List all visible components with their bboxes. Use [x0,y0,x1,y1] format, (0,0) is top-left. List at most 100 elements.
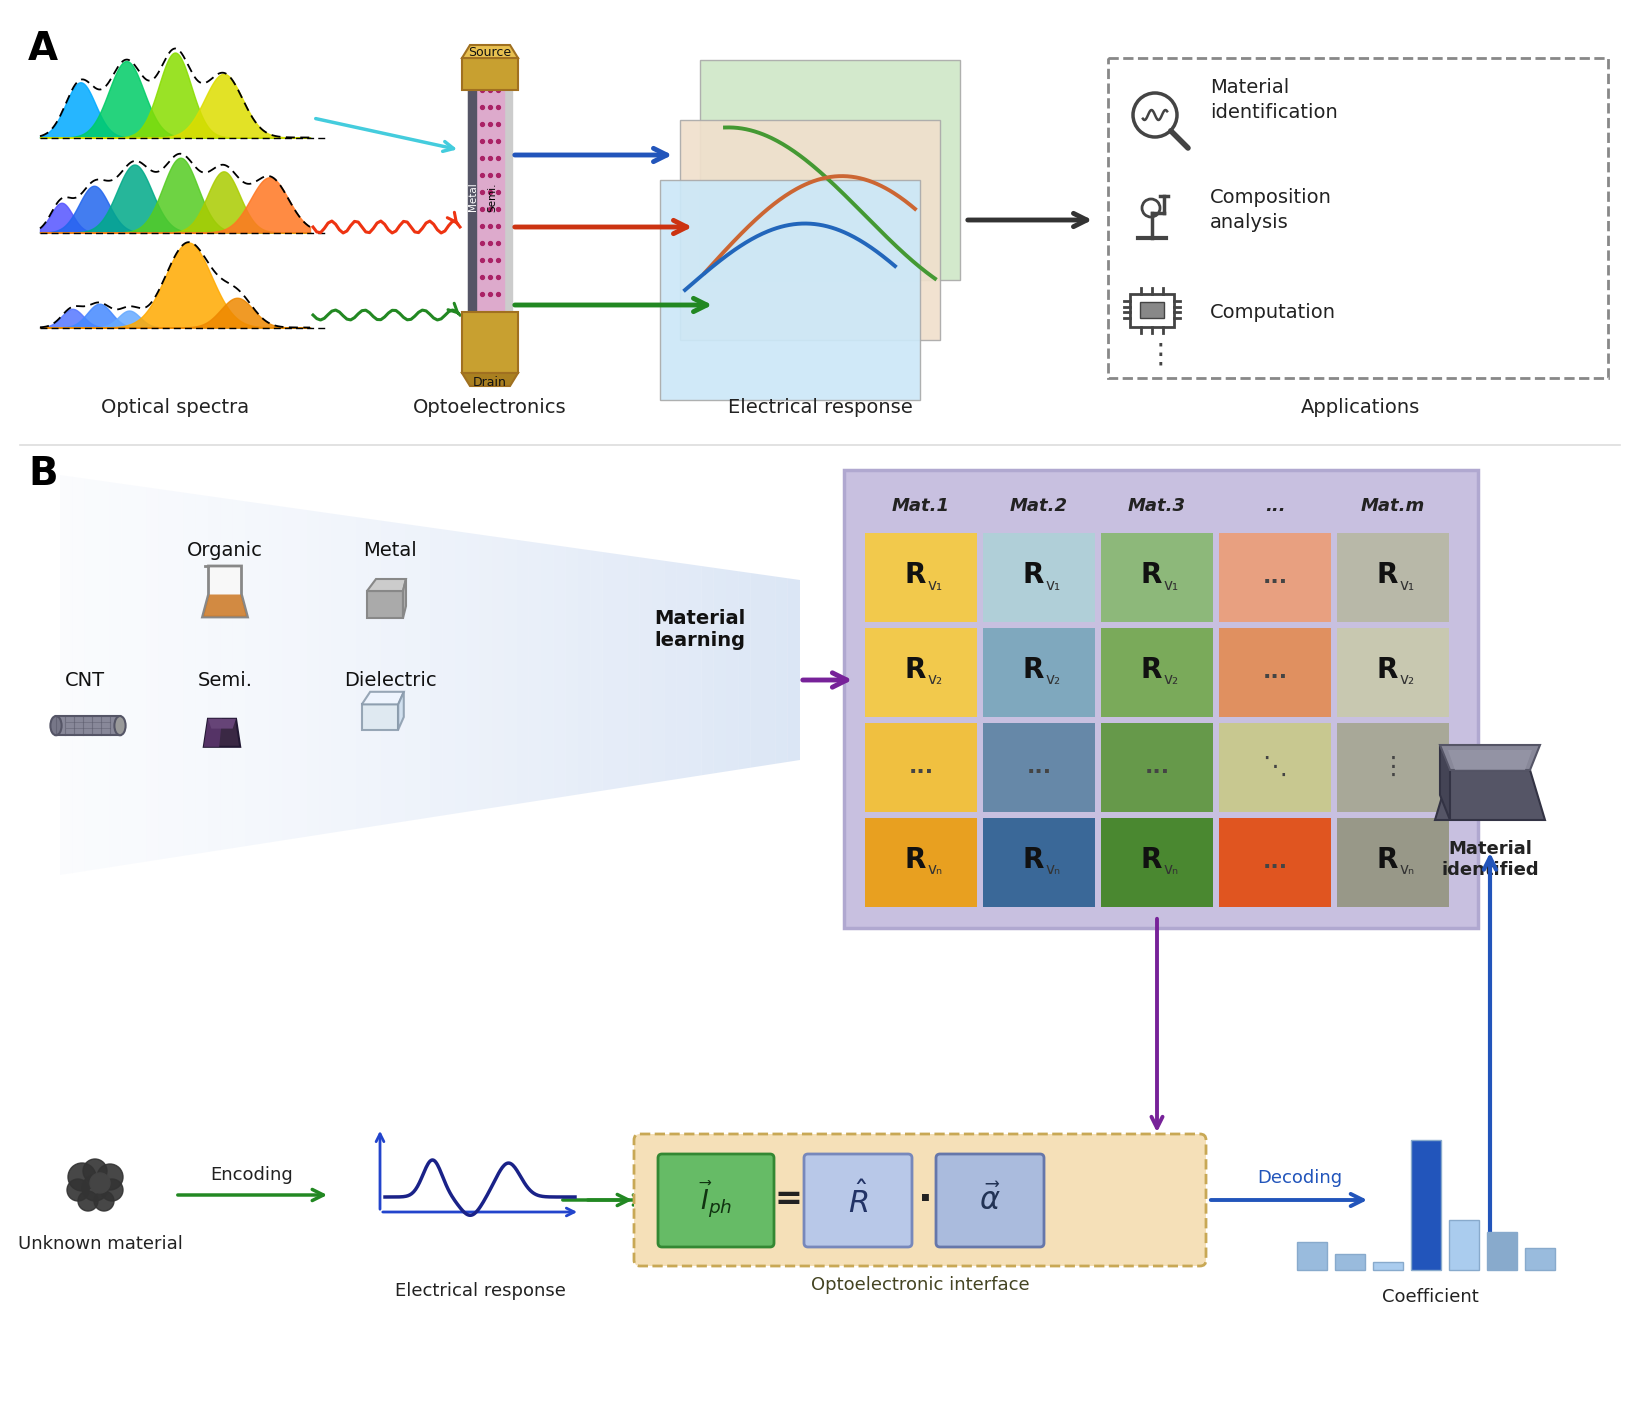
Text: Mat.3: Mat.3 [1128,497,1185,515]
Circle shape [67,1178,89,1201]
Text: R: R [1375,846,1396,874]
Bar [982,722,1095,812]
Polygon shape [72,477,85,873]
Text: Optoelectronic interface: Optoelectronic interface [810,1276,1029,1294]
Bar [1336,722,1449,812]
Polygon shape [462,313,518,373]
Text: Material
learning: Material learning [654,610,746,650]
Bar [700,61,959,280]
Text: R: R [1021,846,1042,874]
Polygon shape [738,572,751,770]
Bar [844,470,1477,928]
Text: vₙ: vₙ [1044,863,1060,877]
Polygon shape [282,507,293,841]
Text: Material
identification: Material identification [1210,77,1337,122]
Circle shape [82,1176,108,1201]
Polygon shape [203,719,239,746]
Polygon shape [503,538,516,805]
Polygon shape [688,565,701,777]
Polygon shape [362,691,403,704]
FancyBboxPatch shape [803,1155,911,1247]
Text: Electrical response: Electrical response [395,1283,565,1300]
Bar [659,180,919,400]
Bar [1218,722,1331,812]
Polygon shape [1447,750,1531,770]
Bar [1100,628,1213,717]
Text: R: R [1021,560,1042,589]
Bar [982,534,1095,622]
Text: v₁: v₁ [1162,577,1178,593]
Text: v₁: v₁ [928,577,942,593]
Text: ⋱: ⋱ [1262,755,1287,779]
Polygon shape [577,549,590,794]
Text: Composition
analysis: Composition analysis [1210,189,1331,232]
Ellipse shape [51,717,62,735]
Polygon shape [195,494,208,853]
Polygon shape [393,522,405,824]
Bar [1108,58,1606,377]
Polygon shape [331,514,344,834]
Bar [1100,534,1213,622]
Text: B: B [28,455,57,493]
Polygon shape [602,552,615,791]
Polygon shape [159,489,170,860]
Text: Drain: Drain [472,376,506,389]
Polygon shape [203,594,246,617]
Text: ⋮: ⋮ [1380,755,1405,779]
Polygon shape [751,573,762,767]
Polygon shape [208,496,220,852]
Circle shape [84,1159,107,1183]
Text: R: R [903,656,924,684]
Bar [982,628,1095,717]
Text: v₂: v₂ [1398,673,1414,687]
Text: ...: ... [908,758,933,777]
Text: R: R [1139,656,1160,684]
Polygon shape [628,556,639,787]
Bar [1296,1242,1326,1270]
Text: Applications: Applications [1300,398,1419,417]
Polygon shape [356,517,369,829]
Ellipse shape [115,717,126,735]
Polygon shape [244,501,257,846]
Polygon shape [615,553,628,788]
Text: Mat.2: Mat.2 [1010,497,1067,515]
Polygon shape [541,543,552,800]
Text: A: A [28,30,57,68]
Polygon shape [344,515,356,831]
Bar [864,818,977,907]
Bar [1218,818,1331,907]
Text: ...: ... [1262,567,1287,587]
Polygon shape [97,480,110,869]
Text: Source: Source [469,45,511,59]
Text: $\vec{I}_{ph}$: $\vec{I}_{ph}$ [698,1180,733,1221]
Polygon shape [418,525,429,819]
Bar [367,591,403,618]
Bar [1129,293,1174,327]
Text: ...: ... [1144,758,1169,777]
Text: v₁: v₁ [1044,577,1060,593]
Polygon shape [664,560,677,781]
Polygon shape [61,474,72,874]
Polygon shape [257,503,269,845]
Bar [56,717,120,735]
Text: vₙ: vₙ [928,863,942,877]
Polygon shape [492,536,503,808]
Polygon shape [775,576,787,763]
Circle shape [97,1164,123,1190]
Text: R: R [1375,560,1396,589]
Polygon shape [269,504,282,842]
Bar [467,82,475,313]
Polygon shape [293,508,306,839]
Bar [982,818,1095,907]
Text: Coefficient: Coefficient [1380,1288,1477,1307]
Text: v₂: v₂ [1162,673,1178,687]
Text: ...: ... [1026,758,1051,777]
Text: Mat.m: Mat.m [1360,497,1424,515]
Bar [1336,534,1449,622]
Bar [1100,818,1213,907]
Polygon shape [726,569,738,772]
Bar [362,704,398,729]
Text: Encoding: Encoding [210,1166,293,1184]
Polygon shape [677,563,688,779]
Bar [1487,1232,1516,1270]
